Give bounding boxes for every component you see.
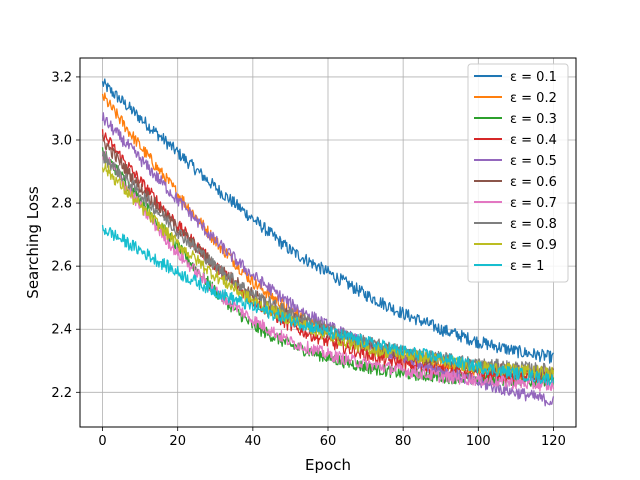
legend-entry-label: ε = 0.9 <box>510 238 557 253</box>
y-tick-label: 2.4 <box>51 323 72 338</box>
series-line-10 <box>101 224 555 386</box>
legend-entry-label: ε = 0.2 <box>510 91 557 106</box>
legend-entry-label: ε = 0.4 <box>510 133 557 148</box>
legend-entry-label: ε = 0.6 <box>510 175 557 190</box>
legend-entry-label: ε = 0.1 <box>510 70 557 85</box>
y-tick-label: 3.0 <box>51 134 72 149</box>
legend: ε = 0.1 ε = 0.2 ε = 0.3 ε = 0.4 ε = 0.5 ε = 0… <box>467 63 569 283</box>
x-tick-label: 120 <box>541 434 566 449</box>
legend-entry-label: ε = 1 <box>510 259 544 274</box>
series-line-1 <box>101 78 554 364</box>
y-tick-label: 2.6 <box>51 260 72 275</box>
y-tick-label: 3.2 <box>51 70 72 85</box>
x-tick-label: 60 <box>320 434 337 449</box>
series-lines <box>101 78 555 407</box>
legend-entry-label: ε = 0.3 <box>510 112 557 127</box>
legend-entry-label: ε = 0.7 <box>510 196 557 211</box>
x-tick-label: 20 <box>169 434 186 449</box>
x-axis-label: Epoch <box>305 456 351 474</box>
x-tick-label: 0 <box>98 434 106 449</box>
series-line-7 <box>101 150 555 392</box>
legend-entry-label: ε = 0.5 <box>510 154 557 169</box>
y-tick-label: 2.2 <box>51 386 72 401</box>
x-tick-label: 40 <box>245 434 262 449</box>
y-tick-label: 2.8 <box>51 197 72 212</box>
x-tick-label: 80 <box>395 434 412 449</box>
x-tick-label: 100 <box>466 434 491 449</box>
y-axis-label: Searching Loss <box>24 186 42 299</box>
axis-ticks: 0 20 40 60 80 100 120 2.2 2.4 2.6 2.8 3.0 3.2 <box>51 70 566 449</box>
legend-entry-label: ε = 0.8 <box>510 217 557 232</box>
